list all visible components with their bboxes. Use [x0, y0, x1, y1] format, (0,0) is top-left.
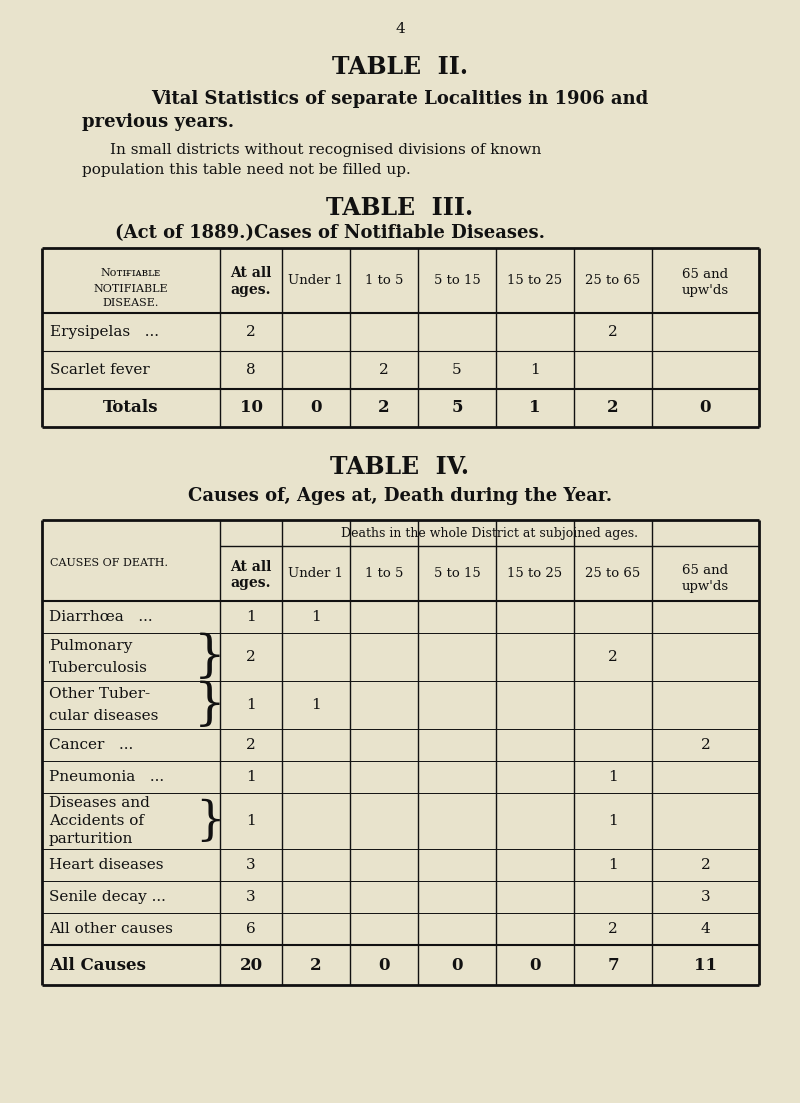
Text: NOTIFIABLE: NOTIFIABLE: [94, 283, 168, 295]
Text: }: }: [194, 632, 226, 682]
Text: 3: 3: [246, 858, 256, 872]
Text: 15 to 25: 15 to 25: [507, 567, 562, 580]
Text: Pneumonia   ...: Pneumonia ...: [49, 770, 164, 784]
Text: 10: 10: [239, 399, 262, 417]
Text: Diarrhœa   ...: Diarrhœa ...: [49, 610, 153, 624]
Text: 11: 11: [694, 956, 717, 974]
Text: 25 to 65: 25 to 65: [586, 274, 641, 287]
Text: 6: 6: [246, 922, 256, 936]
Text: 65 and: 65 and: [682, 268, 729, 281]
Text: 2: 2: [246, 650, 256, 664]
Text: 1: 1: [311, 610, 321, 624]
Text: 2: 2: [701, 738, 710, 752]
Text: cular diseases: cular diseases: [49, 709, 158, 724]
Text: 3: 3: [701, 890, 710, 904]
Text: 0: 0: [700, 399, 711, 417]
Text: At all: At all: [230, 266, 272, 280]
Text: In small districts without recognised divisions of known: In small districts without recognised di…: [110, 143, 542, 157]
Text: 2: 2: [701, 858, 710, 872]
Text: Deaths in the whole District at subjoined ages.: Deaths in the whole District at subjoine…: [341, 526, 638, 539]
Text: 0: 0: [378, 956, 390, 974]
Text: Other Tuber-: Other Tuber-: [49, 687, 150, 702]
Text: 5 to 15: 5 to 15: [434, 274, 480, 287]
Text: 25 to 65: 25 to 65: [586, 567, 641, 580]
Text: Diseases and: Diseases and: [49, 796, 150, 810]
Text: All other causes: All other causes: [49, 922, 173, 936]
Text: 3: 3: [246, 890, 256, 904]
Text: Heart diseases: Heart diseases: [49, 858, 163, 872]
Text: 5 to 15: 5 to 15: [434, 567, 480, 580]
Text: population this table need not be filled up.: population this table need not be filled…: [82, 163, 410, 176]
Text: DISEASE.: DISEASE.: [103, 298, 159, 308]
Text: ages.: ages.: [230, 283, 271, 297]
Text: Scarlet fever: Scarlet fever: [50, 363, 150, 377]
Text: Erysipelas   ...: Erysipelas ...: [50, 325, 159, 339]
Text: Nᴏᴛɪғɪᴀʙʟᴇ: Nᴏᴛɪғɪᴀʙʟᴇ: [101, 268, 161, 278]
Text: parturition: parturition: [49, 832, 134, 846]
Text: Tuberculosis: Tuberculosis: [49, 661, 148, 675]
Text: Under 1: Under 1: [289, 274, 343, 287]
Text: All Causes: All Causes: [49, 956, 146, 974]
Text: TABLE  II.: TABLE II.: [332, 55, 468, 79]
Text: 2: 2: [608, 650, 618, 664]
Text: 1: 1: [608, 814, 618, 828]
Text: TABLE  III.: TABLE III.: [326, 196, 474, 219]
Text: 2: 2: [608, 922, 618, 936]
Text: 7: 7: [607, 956, 619, 974]
Text: 2: 2: [378, 399, 390, 417]
Text: Senile decay ...: Senile decay ...: [49, 890, 166, 904]
Text: Cases of Notifiable Diseases.: Cases of Notifiable Diseases.: [254, 224, 546, 242]
Text: upw'ds: upw'ds: [682, 580, 729, 593]
Text: 2: 2: [608, 325, 618, 339]
Text: 5: 5: [451, 399, 462, 417]
Text: 1 to 5: 1 to 5: [365, 567, 403, 580]
Text: 2: 2: [607, 399, 619, 417]
Text: 2: 2: [379, 363, 389, 377]
Text: 1: 1: [608, 858, 618, 872]
Text: 0: 0: [451, 956, 462, 974]
Text: 65 and: 65 and: [682, 564, 729, 577]
Text: Pulmonary: Pulmonary: [49, 639, 132, 653]
Text: upw'ds: upw'ds: [682, 283, 729, 297]
Text: Under 1: Under 1: [289, 567, 343, 580]
Text: Accidents of: Accidents of: [49, 814, 144, 828]
Text: }: }: [195, 799, 225, 844]
Text: 5: 5: [452, 363, 462, 377]
Text: 20: 20: [239, 956, 262, 974]
Text: Cancer   ...: Cancer ...: [49, 738, 134, 752]
Text: 1: 1: [246, 698, 256, 713]
Text: 2: 2: [246, 325, 256, 339]
Text: 1 to 5: 1 to 5: [365, 274, 403, 287]
Text: 0: 0: [310, 399, 322, 417]
Text: 0: 0: [530, 956, 541, 974]
Text: 2: 2: [246, 738, 256, 752]
Text: At all: At all: [230, 560, 272, 574]
Text: Vital Statistics of separate Localities in 1906 and: Vital Statistics of separate Localities …: [151, 90, 649, 108]
Text: 2: 2: [310, 956, 322, 974]
Text: 1: 1: [246, 814, 256, 828]
Text: Totals: Totals: [103, 399, 158, 417]
Text: 1: 1: [530, 399, 541, 417]
Text: 4: 4: [395, 22, 405, 36]
Text: 15 to 25: 15 to 25: [507, 274, 562, 287]
Text: 1: 1: [246, 770, 256, 784]
Text: 4: 4: [701, 922, 710, 936]
Text: 1: 1: [530, 363, 540, 377]
Text: 1: 1: [311, 698, 321, 713]
Text: }: }: [194, 681, 226, 730]
Text: TABLE  IV.: TABLE IV.: [330, 456, 470, 479]
Text: CAUSES OF DEATH.: CAUSES OF DEATH.: [50, 558, 168, 568]
Text: 8: 8: [246, 363, 256, 377]
Text: ages.: ages.: [230, 576, 271, 590]
Text: 1: 1: [608, 770, 618, 784]
Text: 1: 1: [246, 610, 256, 624]
Text: Causes of, Ages at, Death during the Year.: Causes of, Ages at, Death during the Yea…: [188, 488, 612, 505]
Text: (Act of 1889.): (Act of 1889.): [115, 224, 254, 242]
Text: previous years.: previous years.: [82, 113, 234, 131]
